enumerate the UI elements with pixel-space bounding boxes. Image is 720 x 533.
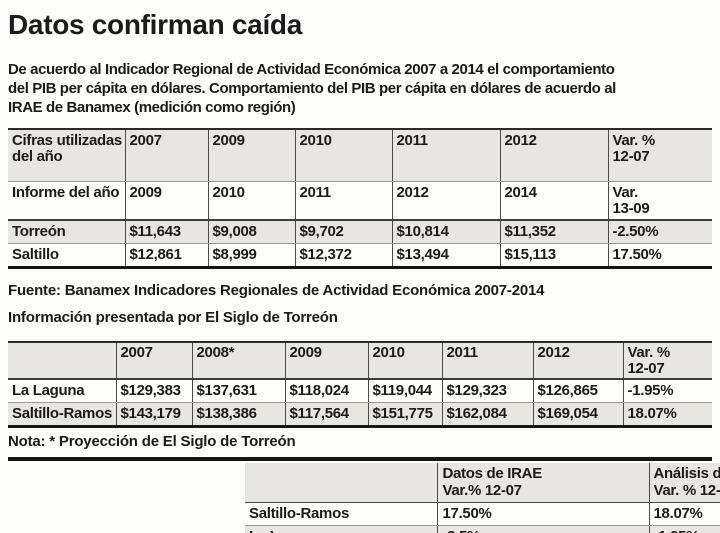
table-variation-summary: Datos de IRAE Var.% 12-07 Análisis de El… [245,463,720,533]
table2-row-label: La Laguna [8,379,116,403]
table1-row-label: Informe del año [8,181,125,221]
table2-value-cell: -1.95% [622,379,712,403]
table1-header-row-1: Cifras utilizadas del año 2007 2009 2010… [8,129,712,182]
table1-value-cell: 17.50% [607,243,712,268]
table2-header-cell: Var. % 12-07 [622,342,712,380]
table-pib-per-capita: Cifras utilizadas del año 2007 2009 2010… [8,128,712,269]
table2-value-cell: $117,564 [284,402,368,427]
table1-header-cell: 2009 [207,129,295,182]
table2-value-cell: $138,386 [191,402,285,427]
table1-header-cell: Var. % 12-07 [607,129,712,182]
footnote: Nota: * Proyección de El Siglo de Torreó… [8,433,296,450]
table2-value-cell: 18.07% [622,402,712,427]
intro-text: De acuerdo al Indicador Regional de Acti… [8,61,616,116]
table1-header-cell: 2010 [294,129,392,182]
table3-value-cell: -1.95% [648,525,720,533]
table1-corner-label: Cifras utilizadas del año [8,129,125,182]
table2-row-label: Saltillo-Ramos [12,405,112,422]
table1-header-cell: 2009 [124,181,208,221]
table3-value-cell: 18.07% [648,502,720,526]
table2-value-cell: $129,383 [115,379,192,403]
table1-value-cell: $9,008 [207,220,295,244]
table2-header-cell: 2012 [532,342,623,380]
table2-header-cell: 2008* [191,342,285,380]
table3-header-cell: Datos de IRAE Var.% 12-07 [437,463,649,503]
table1-header-cell: Var. 13-09 [607,181,712,221]
table1-header-cell: 2012 [499,129,608,182]
table2-value-cell: $118,024 [284,379,368,403]
table3-row-label: La Laguna [245,525,438,533]
table2-header-cell: 2010 [367,342,442,380]
table2-value-cell: $129,323 [441,379,533,403]
table2-value-cell: $126,865 [532,379,623,403]
source-note: Fuente: Banamex Indicadores Regionales d… [8,282,545,299]
table1-data-row-saltillo: Saltillo $12,861 $8,999 $12,372 $13,494 … [8,243,712,268]
table3-value-cell: -2.5% [437,525,649,533]
table2-value-cell: $151,775 [367,402,442,427]
table1-header-cell: 2012 [391,181,500,221]
table2-value-cell: $169,054 [532,402,623,427]
table1-value-cell: $9,702 [294,220,392,244]
table3-header-cell: Análisis de El Siglo Var. % 12-07 [648,463,720,503]
table1-data-row-torreon: Torreón $11,643 $9,008 $9,702 $10,814 $1… [8,220,712,244]
table2-value-cell: $137,631 [191,379,285,403]
table2-value-cell: $162,084 [441,402,533,427]
table1-header-cell: 2014 [499,181,608,221]
table1-value-cell: -2.50% [607,220,712,244]
table3-value-cell: 17.50% [437,502,649,526]
table3-data-row-saltillo-ramos: Saltillo-Ramos 17.50% 18.07% [245,502,720,526]
table3-corner-empty [245,463,438,503]
headline: Datos confirman caída [8,9,303,40]
table1-value-cell: $10,814 [391,220,500,244]
table3-header-row: Datos de IRAE Var.% 12-07 Análisis de El… [245,463,720,503]
presented-note: Información presentada por El Siglo de T… [8,309,338,326]
table1-value-cell: $13,494 [391,243,500,268]
table2-header-cell: 2011 [441,342,533,380]
table1-header-row-2: Informe del año 2009 2010 2011 2012 2014… [8,181,712,221]
table2-header-row: 2007 2008* 2009 2010 2011 2012 Var. % 12… [8,342,712,380]
table1-value-cell: $12,372 [294,243,392,268]
table1-value-cell: $15,113 [499,243,608,268]
table-region-comparison: 2007 2008* 2009 2010 2011 2012 Var. % 12… [8,341,712,428]
table2-data-row-saltillo-ramos: Saltillo-Ramos $143,179 $138,386 $117,56… [8,402,712,427]
table3-data-row-la-laguna: La Laguna -2.5% -1.95% [245,525,720,533]
table3-row-label: Saltillo-Ramos [245,502,438,526]
table1-value-cell: $11,352 [499,220,608,244]
table2-header-cell: 2007 [115,342,192,380]
table2-corner-empty [8,342,116,380]
table2-value-cell: $143,179 [115,402,192,427]
table2-data-row-la-laguna: La Laguna $129,383 $137,631 $118,024 $11… [8,379,712,403]
table1-header-cell: 2010 [207,181,295,221]
table1-header-cell: 2007 [124,129,208,182]
table1-row-label: Saltillo [12,246,59,263]
table1-header-cell: 2011 [294,181,392,221]
table1-value-cell: $8,999 [207,243,295,268]
table1-row-label: Torreón [8,220,125,244]
table1-header-cell: 2011 [391,129,500,182]
table1-value-cell: $11,643 [124,220,208,244]
divider-rule [8,457,712,461]
table2-header-cell: 2009 [284,342,368,380]
table1-value-cell: $12,861 [124,243,208,268]
table2-value-cell: $119,044 [367,379,442,403]
